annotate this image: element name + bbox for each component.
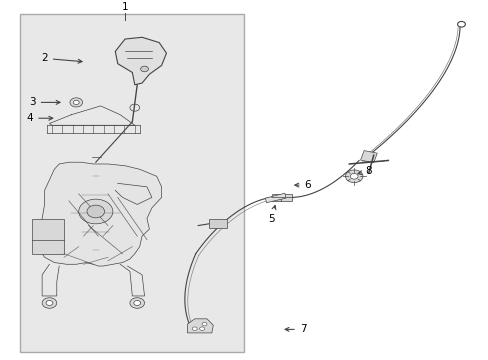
Polygon shape	[37, 162, 161, 266]
Bar	[271, 194, 280, 201]
Circle shape	[73, 100, 79, 104]
Bar	[208, 219, 227, 228]
Text: 6: 6	[294, 180, 310, 190]
Bar	[32, 219, 64, 254]
Circle shape	[46, 301, 53, 305]
Circle shape	[70, 98, 82, 107]
Bar	[360, 150, 377, 163]
Text: 1: 1	[122, 1, 128, 12]
Text: 4: 4	[26, 113, 53, 123]
Circle shape	[202, 322, 206, 326]
Polygon shape	[115, 37, 166, 85]
Circle shape	[79, 199, 113, 224]
Circle shape	[134, 301, 141, 305]
Text: 5: 5	[267, 206, 275, 224]
Circle shape	[130, 298, 144, 308]
Text: 8: 8	[357, 166, 371, 176]
Text: 7: 7	[285, 324, 305, 334]
Circle shape	[345, 170, 362, 183]
Text: 2: 2	[41, 53, 82, 63]
Bar	[280, 194, 292, 201]
Polygon shape	[187, 319, 213, 333]
Circle shape	[192, 327, 197, 330]
Bar	[20, 14, 244, 352]
Text: 3: 3	[29, 98, 60, 107]
Circle shape	[141, 66, 148, 72]
Circle shape	[199, 327, 204, 330]
Circle shape	[87, 205, 104, 218]
Circle shape	[349, 174, 357, 179]
Polygon shape	[265, 193, 285, 203]
Circle shape	[42, 298, 57, 308]
